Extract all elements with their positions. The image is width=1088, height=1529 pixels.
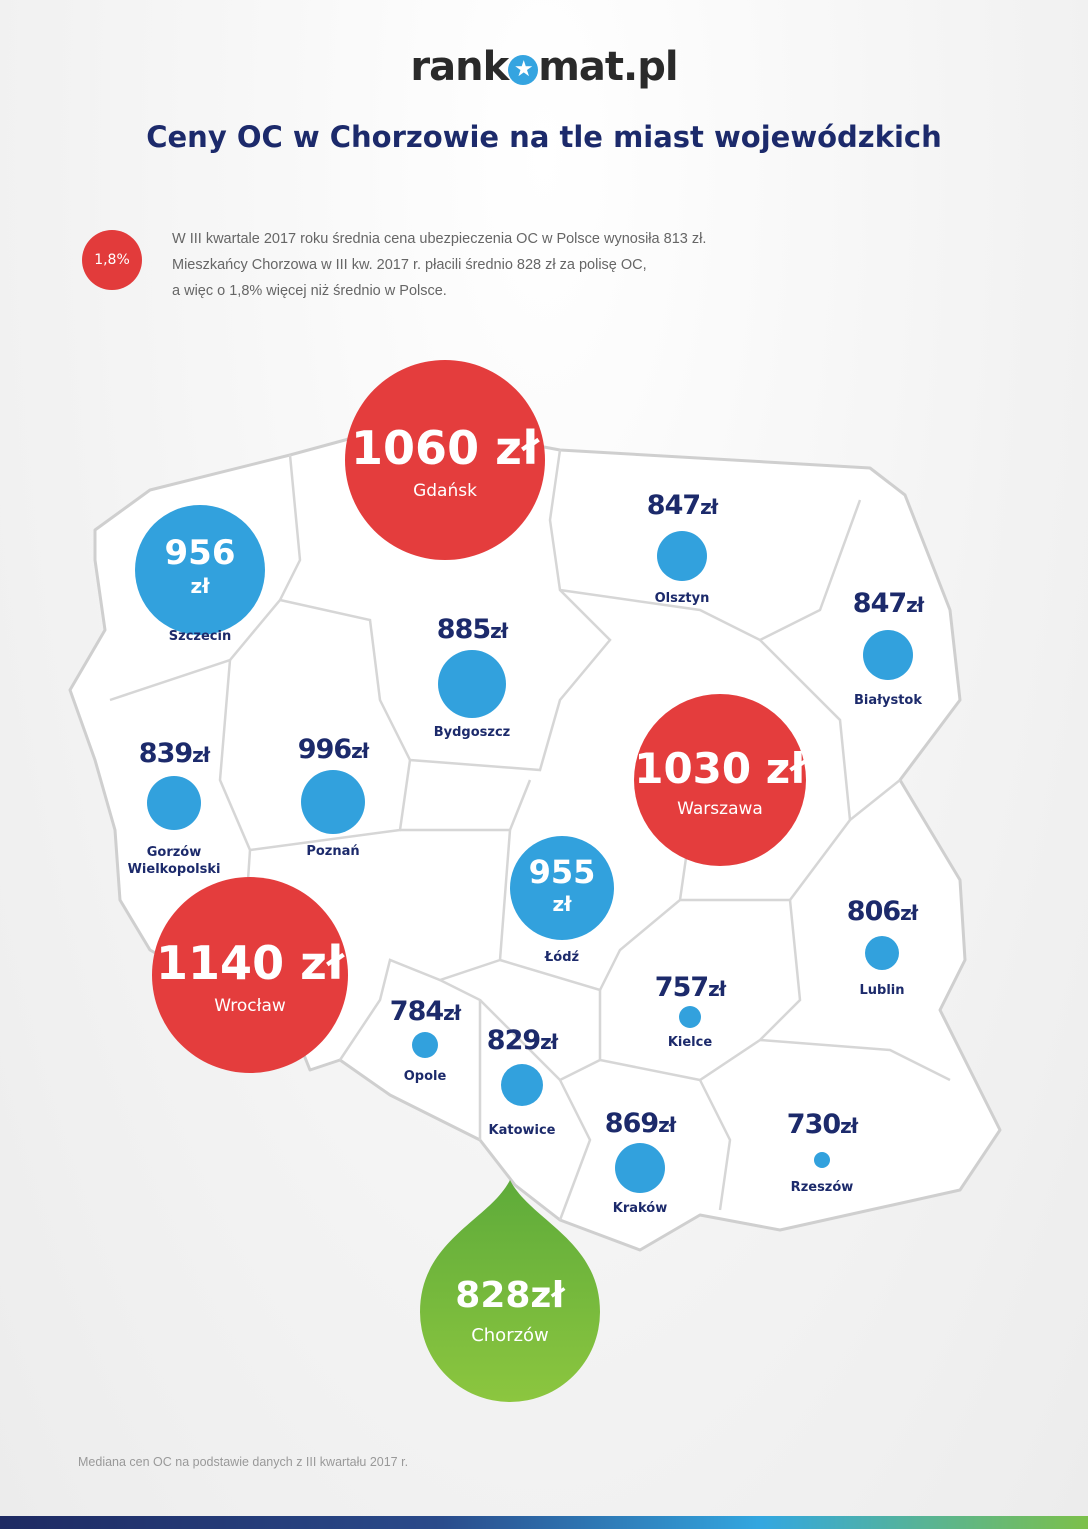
star-icon: ★ <box>508 55 539 85</box>
city-bubble-łódź[interactable]: 955 zł <box>510 836 614 940</box>
footnote: Mediana cen OC na podstawie danych z III… <box>78 1455 409 1469</box>
city-value: 839zł <box>138 738 210 769</box>
city-unit: zł <box>190 574 210 598</box>
city-bubble-kielce[interactable] <box>679 1006 701 1028</box>
city-label: Kielce <box>667 1035 713 1050</box>
city-value: 829zł <box>486 1025 558 1056</box>
city-label: Gorzów Wielkopolski <box>127 845 221 877</box>
rankomat-logo: rank ★ mat.pl <box>410 44 678 90</box>
page-title: Ceny OC w Chorzowie na tle miast wojewód… <box>146 120 942 154</box>
city-label: Warszawa <box>677 798 763 819</box>
city-value: 869zł <box>604 1108 676 1139</box>
city-value: 1060 zł <box>351 420 539 475</box>
city-value: 757zł <box>654 972 726 1003</box>
city-bubble-bydgoszcz[interactable] <box>438 650 506 718</box>
city-unit: zł <box>552 892 572 916</box>
city-value: 806zł <box>846 896 918 927</box>
bottom-gradient-bar <box>0 1516 1088 1529</box>
city-label: Bydgoszcz <box>433 725 511 740</box>
city-label: Szczecin <box>168 629 232 644</box>
city-bubble-lublin[interactable] <box>865 936 899 970</box>
city-value: 885zł <box>436 614 508 645</box>
intro-line: Mieszkańcy Chorzowa w III kw. 2017 r. pł… <box>172 257 647 273</box>
city-bubble-warszawa[interactable]: 1030 zł Warszawa <box>634 694 806 866</box>
city-label: Wrocław <box>214 995 286 1016</box>
city-bubble-szczecin[interactable]: 956 zł <box>135 505 265 635</box>
city-bubble-katowice[interactable] <box>501 1064 543 1106</box>
city-value: 1030 zł <box>634 744 806 794</box>
voivodeship-borders <box>109 449 951 1221</box>
city-label: Katowice <box>488 1123 556 1138</box>
city-bubble-kraków[interactable] <box>615 1143 665 1193</box>
chorzow-label: Chorzów <box>471 1325 549 1346</box>
percent-badge: 1,8% <box>82 230 142 290</box>
city-label: Olsztyn <box>654 591 710 606</box>
chorzow-highlight: 828zł Chorzów <box>420 1180 600 1402</box>
city-bubble-poznań[interactable] <box>301 770 365 834</box>
city-bubble-opole[interactable] <box>412 1032 438 1058</box>
intro-line: W III kwartale 2017 roku średnia cena ub… <box>172 231 707 247</box>
city-bubble-olsztyn[interactable] <box>657 531 707 581</box>
intro-text: W III kwartale 2017 roku średnia cena ub… <box>172 226 706 304</box>
city-value: 847zł <box>852 588 924 619</box>
drop-marker-icon <box>420 1180 600 1402</box>
city-value: 784zł <box>389 996 461 1027</box>
city-value: 1140 zł <box>156 935 344 990</box>
city-value: 996zł <box>297 734 369 765</box>
city-label: Kraków <box>612 1201 668 1216</box>
city-value: 956 <box>164 532 236 573</box>
city-label: Białystok <box>854 693 922 708</box>
city-label: Rzeszów <box>790 1180 854 1195</box>
city-label: Lublin <box>859 983 905 998</box>
city-value: 955 <box>528 852 596 891</box>
city-label: Poznań <box>306 844 360 859</box>
city-bubble-rzeszów[interactable] <box>814 1152 830 1168</box>
city-bubble-białystok[interactable] <box>863 630 913 680</box>
city-label: Opole <box>403 1069 447 1084</box>
city-value: 730zł <box>786 1109 858 1140</box>
city-bubble-gdańsk[interactable]: 1060 zł Gdańsk <box>345 360 545 560</box>
city-label: Łódź <box>544 950 580 965</box>
city-value: 847zł <box>646 490 718 521</box>
city-bubble-wrocław[interactable]: 1140 zł Wrocław <box>152 877 348 1073</box>
city-label: Gdańsk <box>413 480 477 501</box>
intro-line: a więc o 1,8% więcej niż średnio w Polsc… <box>172 283 447 299</box>
city-bubble-gorzów-wielkopolski[interactable] <box>147 776 201 830</box>
chorzow-value: 828zł <box>455 1275 565 1316</box>
